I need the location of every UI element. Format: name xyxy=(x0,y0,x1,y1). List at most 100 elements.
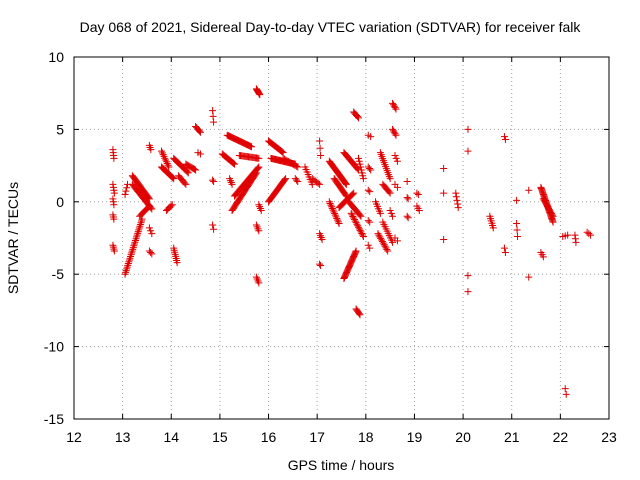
data-point xyxy=(342,191,350,199)
data-point xyxy=(210,178,218,186)
x-tick-label: 23 xyxy=(601,429,617,445)
y-tick-label: -15 xyxy=(44,411,64,427)
data-point xyxy=(403,193,411,201)
data-point xyxy=(254,164,262,172)
data-point xyxy=(350,189,358,197)
data-point xyxy=(353,220,361,228)
y-tick-label: 5 xyxy=(56,121,64,137)
data-point xyxy=(316,137,324,145)
data-point xyxy=(122,187,130,195)
data-point xyxy=(294,178,302,186)
data-point xyxy=(352,247,360,255)
data-point xyxy=(147,227,155,235)
data-point xyxy=(350,216,358,224)
data-point xyxy=(255,163,263,171)
data-point xyxy=(158,149,166,157)
data-point xyxy=(184,169,192,177)
data-point xyxy=(330,208,338,216)
data-point xyxy=(169,174,177,182)
data-point xyxy=(367,133,375,141)
data-point xyxy=(110,247,118,255)
data-point xyxy=(125,256,133,264)
data-point xyxy=(182,180,190,188)
data-point xyxy=(318,235,326,243)
data-point xyxy=(231,160,238,168)
x-tick-label: 14 xyxy=(163,429,179,445)
data-point xyxy=(125,258,133,266)
data-point xyxy=(390,102,398,110)
x-tick-label: 18 xyxy=(358,429,374,445)
data-point xyxy=(316,180,324,188)
data-point xyxy=(354,222,362,230)
data-point xyxy=(325,198,333,206)
data-point xyxy=(292,162,300,170)
data-point xyxy=(145,194,153,202)
data-point xyxy=(110,189,118,197)
data-point xyxy=(404,195,412,203)
data-point xyxy=(347,209,355,217)
data-point xyxy=(382,244,390,252)
data-point xyxy=(464,272,472,280)
x-tick-label: 15 xyxy=(212,429,228,445)
data-point xyxy=(123,263,131,271)
data-point xyxy=(355,223,363,231)
data-point xyxy=(413,189,421,197)
x-tick-label: 21 xyxy=(504,429,520,445)
y-axis-label: SDTVAR / TECUs xyxy=(5,182,21,294)
data-point xyxy=(137,219,145,227)
data-point xyxy=(282,175,290,183)
data-point xyxy=(209,176,217,184)
data-point xyxy=(196,150,204,158)
data-point xyxy=(145,202,153,210)
data-point xyxy=(230,159,238,167)
data-point xyxy=(355,310,363,318)
data-point xyxy=(366,244,374,252)
data-point xyxy=(278,148,286,156)
data-point xyxy=(357,212,365,220)
data-point xyxy=(316,232,324,240)
data-point xyxy=(355,154,363,162)
data-point xyxy=(385,188,393,196)
data-point xyxy=(355,114,363,122)
data-point xyxy=(513,220,521,228)
data-point xyxy=(148,230,156,238)
data-point xyxy=(387,209,395,217)
data-point xyxy=(124,261,132,269)
data-point xyxy=(110,154,118,162)
data-point xyxy=(329,206,337,214)
data-point xyxy=(548,211,556,219)
data-point xyxy=(210,118,218,126)
data-point xyxy=(334,218,342,226)
data-point xyxy=(453,196,461,204)
data-point xyxy=(349,212,357,220)
data-point xyxy=(404,214,412,222)
data-point xyxy=(316,144,324,152)
data-point xyxy=(328,204,336,212)
x-tick-label: 22 xyxy=(553,429,569,445)
data-point xyxy=(359,233,367,241)
data-point xyxy=(389,99,397,107)
data-point xyxy=(348,211,356,219)
data-point xyxy=(351,217,359,225)
data-point xyxy=(281,176,289,184)
data-point xyxy=(513,226,521,234)
data-point xyxy=(294,163,302,171)
data-point xyxy=(133,233,141,241)
data-point xyxy=(366,218,374,226)
data-point xyxy=(501,248,509,256)
data-point xyxy=(364,217,372,225)
y-tick-label: 0 xyxy=(56,194,64,210)
data-point xyxy=(365,164,373,172)
data-point xyxy=(500,244,508,252)
data-point xyxy=(349,190,357,198)
data-point xyxy=(122,267,130,275)
data-point xyxy=(358,229,366,237)
data-point xyxy=(317,234,325,242)
data-point xyxy=(256,203,264,211)
data-point xyxy=(452,189,460,197)
data-point xyxy=(163,160,171,168)
data-point xyxy=(128,247,136,255)
data-point xyxy=(129,244,137,252)
data-point xyxy=(130,240,138,248)
